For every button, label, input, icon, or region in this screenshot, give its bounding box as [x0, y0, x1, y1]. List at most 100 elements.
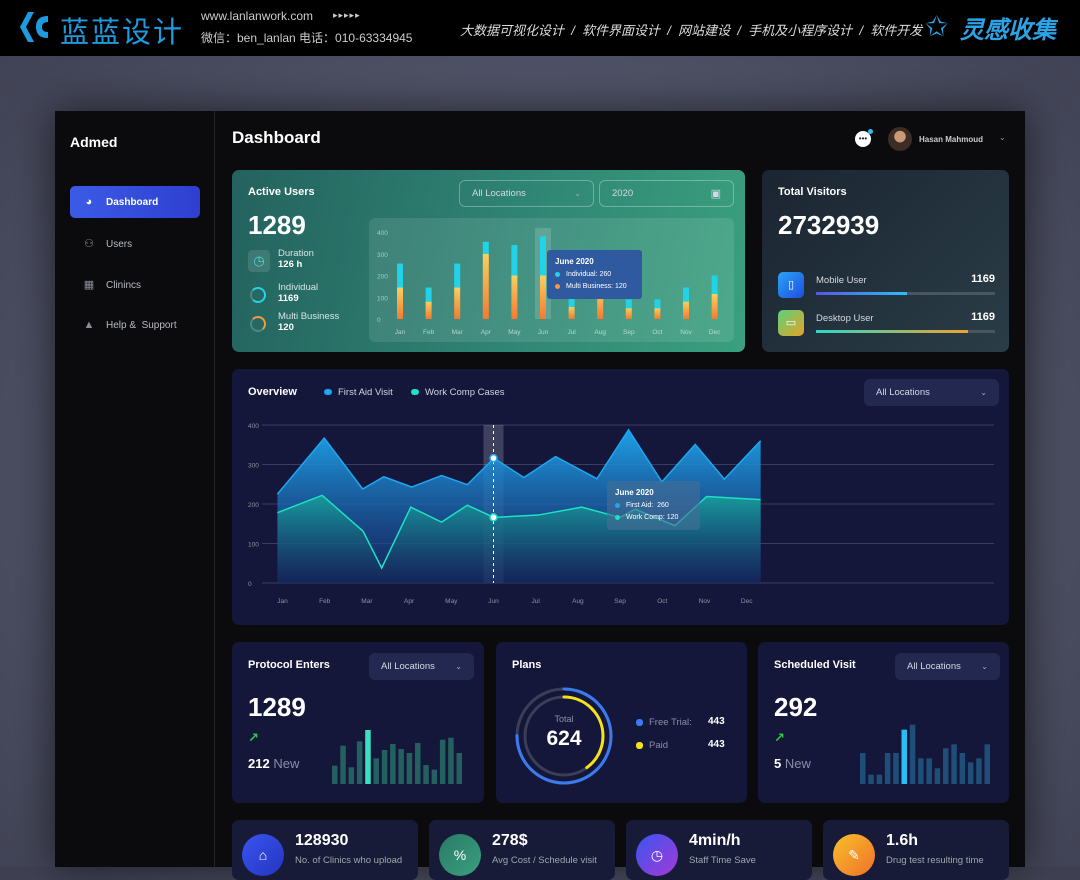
- y-tick-label: 100: [248, 542, 259, 549]
- plans-card: Plans Total 624 Free Trial: 443 Paid 443: [496, 642, 747, 803]
- bar: [373, 758, 379, 784]
- x-tick-label: Jan: [277, 598, 288, 605]
- x-tick-label: Sep: [623, 329, 635, 336]
- bar: [884, 753, 891, 784]
- line-first-aid: [276, 428, 762, 495]
- duration-stat: Duration 126 h: [278, 248, 314, 270]
- logo-icon: [20, 12, 48, 42]
- bar-individual: [625, 299, 632, 309]
- card-title: Overview: [248, 386, 297, 398]
- x-tick-label: Jul: [567, 329, 576, 336]
- stat-value: 120: [278, 322, 294, 333]
- stat-value: 1169: [278, 293, 299, 304]
- bar: [439, 739, 446, 784]
- user-name[interactable]: Hasan Mahmoud: [919, 135, 984, 144]
- y-tick-label: 300: [377, 252, 388, 259]
- tooltip-line: Multi Business: 120: [555, 281, 634, 293]
- x-tick-label: Jul: [532, 598, 541, 605]
- card-title: Total Visitors: [778, 186, 847, 198]
- app-brand: Admed: [70, 134, 118, 150]
- grid-icon: ▦: [83, 279, 95, 291]
- desktop-icon: ▭: [778, 310, 804, 336]
- x-tick-label: Jun: [488, 598, 499, 605]
- sidebar-item-label: Dashboard: [106, 196, 159, 208]
- x-tick-label: May: [445, 598, 458, 605]
- x-tick-label: Mar: [361, 598, 373, 605]
- bar: [934, 768, 941, 784]
- sidebar-item-users[interactable]: ⚇ Users: [70, 228, 200, 260]
- bar-individual: [425, 287, 432, 302]
- banner-services: 大数据可视化设计 / 软件界面设计 / 网站建设 / 手机及小程序设计 / 软件…: [460, 23, 923, 38]
- location-select[interactable]: All Locations ⌄: [864, 379, 999, 406]
- sidebar-item-clinics[interactable]: ▦ Clinincs: [70, 269, 200, 301]
- bar: [943, 748, 949, 784]
- sidebar-item-label: Clinincs: [106, 279, 142, 291]
- sidebar-item-dashboard[interactable]: ◕ Dashboard: [70, 186, 200, 218]
- bar: [893, 753, 899, 784]
- desktop-progress-fill: [816, 330, 969, 333]
- bar-individual: [454, 263, 461, 288]
- bar-multi-business: [511, 275, 518, 319]
- calendar-icon: ▣: [710, 188, 721, 200]
- sidebar-item-label: Users: [106, 238, 133, 250]
- tooltip-line: Work Comp: 120: [615, 512, 692, 524]
- pie-chart-icon: ◕: [85, 196, 93, 208]
- highlight-point: [489, 453, 498, 463]
- bar-multi-business: [540, 275, 546, 319]
- overview-card: Overview First Aid Visit Work Comp Cases…: [232, 369, 1009, 625]
- bar: [431, 769, 438, 784]
- bar-multi-business: [654, 308, 661, 319]
- avatar[interactable]: [888, 127, 912, 151]
- x-tick-label: Jun: [538, 329, 549, 336]
- multi-business-ring-icon: [250, 316, 266, 332]
- page-title: Dashboard: [232, 128, 321, 147]
- clinic-icon: ⌂: [242, 834, 284, 876]
- bar: [876, 774, 883, 784]
- highlight-point: [489, 513, 498, 522]
- legend-first-aid: First Aid Visit: [324, 387, 393, 398]
- desktop-progress-track: [816, 330, 995, 333]
- stat-label: Avg Cost / Schedule visit: [492, 855, 597, 866]
- mobile-label: Mobile User: [816, 275, 867, 286]
- chevron-down-icon: ⌄: [981, 662, 988, 671]
- users-icon: ⚇: [84, 238, 94, 250]
- select-value: All Locations: [907, 661, 961, 672]
- stat-card-avg-cost: % 278$ Avg Cost / Schedule visit: [429, 820, 615, 880]
- sidebar-item-help[interactable]: ▲ Help & Support: [70, 309, 200, 341]
- multi-business-stat: Multi Business 120: [278, 311, 339, 333]
- stat-value: 126 h: [278, 259, 303, 270]
- bar: [976, 758, 982, 784]
- stat-label: Drug test resulting time: [886, 855, 984, 866]
- scheduled-visit-card: Scheduled Visit All Locations ⌄ 292 ↗ 5 N…: [758, 642, 1009, 803]
- select-value: All Locations: [381, 661, 435, 672]
- x-tick-label: Dec: [741, 598, 753, 605]
- test-tube-icon: ✎: [833, 834, 875, 876]
- location-select[interactable]: All Locations ⌄: [369, 653, 474, 680]
- x-tick-label: Apr: [481, 329, 492, 336]
- location-select[interactable]: All Locations ⌄: [895, 653, 1000, 680]
- x-tick-label: Feb: [319, 598, 331, 605]
- sidebar: Admed ◕ Dashboard ⚇ Users ▦ Clinincs ▲ Help …: [55, 111, 215, 867]
- bar: [356, 741, 363, 784]
- y-tick-label: 200: [248, 502, 259, 509]
- bar: [456, 753, 462, 784]
- bar: [381, 750, 388, 784]
- bar-individual: [711, 275, 718, 294]
- bar: [901, 729, 907, 784]
- banner-url[interactable]: www.lanlanwork.com: [201, 9, 314, 23]
- active-users-chart-panel: 0 100 200 300 400 Jan Feb Mar Apr May Jun Jul Aug Sep…: [369, 218, 734, 342]
- bar-multi-business: [625, 308, 632, 319]
- bar-individual: [654, 299, 661, 309]
- bar: [398, 749, 404, 784]
- bar-multi-business: [425, 301, 432, 319]
- chat-icon[interactable]: •••: [855, 129, 873, 147]
- location-select[interactable]: All Locations ⌄: [459, 180, 594, 207]
- x-tick-label: Dec: [709, 329, 721, 336]
- chevron-down-icon[interactable]: ⌄: [999, 133, 1006, 142]
- year-picker[interactable]: 2020 ▣: [599, 180, 734, 207]
- bar: [406, 753, 413, 784]
- bar: [415, 743, 421, 784]
- y-tick-label: 400: [248, 423, 259, 430]
- bar-individual: [683, 287, 689, 302]
- chart-tooltip: June 2020 First Aid: 260 Work Comp: 120: [607, 481, 700, 530]
